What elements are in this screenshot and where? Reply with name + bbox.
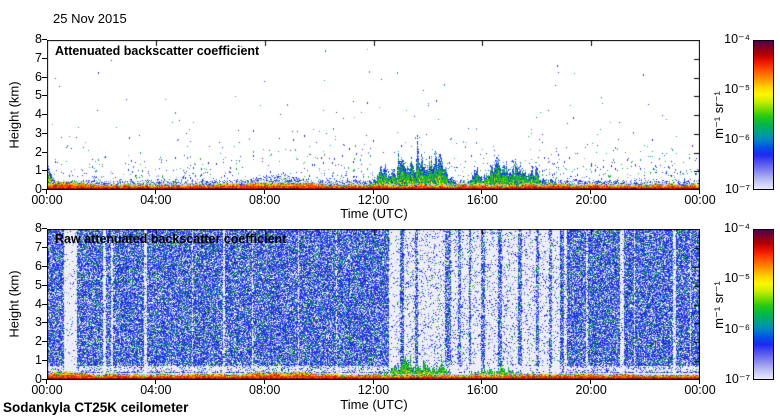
y-tick-label: 0 <box>35 372 42 386</box>
x-tick <box>373 380 374 384</box>
y-tick <box>42 189 47 190</box>
colorbar-units-label: m⁻¹ sr⁻¹ <box>711 280 726 329</box>
x-tick-label: 00:00 <box>31 193 63 207</box>
y-tick-label: 1 <box>35 163 42 178</box>
x-tick <box>590 380 591 384</box>
colorbar-tick-label: 10⁻⁶ <box>724 132 750 146</box>
y-tick-label: 7 <box>35 239 42 254</box>
y-tick <box>42 39 47 40</box>
y-tick <box>42 58 47 59</box>
colorbar-tick-label: 10⁻⁷ <box>724 372 750 386</box>
x-tick-label: 08:00 <box>249 193 281 207</box>
x-tick <box>481 190 482 194</box>
x-tick-label: 08:00 <box>249 383 281 397</box>
y-tick-label: 2 <box>35 334 42 349</box>
x-tick-label: 20:00 <box>575 193 607 207</box>
x-tick <box>264 380 265 384</box>
y-tick <box>42 170 47 171</box>
y-tick-label: 8 <box>35 32 42 46</box>
colorbar-tick-label: 10⁻⁵ <box>724 271 750 286</box>
colorbar-tick-label: 10⁻⁷ <box>724 182 750 196</box>
y-tick-label: 4 <box>35 296 42 311</box>
y-tick <box>42 152 47 153</box>
raw-attenuated-backscatter-heatmap <box>47 229 700 380</box>
colorbar <box>753 229 774 380</box>
x-tick-label: 12:00 <box>357 193 390 207</box>
x-tick <box>46 190 47 194</box>
y-tick-label: 7 <box>35 50 42 65</box>
colorbar-tick-label: 10⁻⁴ <box>724 221 750 235</box>
x-tick <box>373 190 374 194</box>
y-tick-label: 8 <box>35 221 42 235</box>
x-tick <box>481 380 482 384</box>
y-tick <box>42 228 47 229</box>
y-tick-label: 5 <box>35 88 42 103</box>
y-tick <box>42 322 47 323</box>
x-tick-label: 16:00 <box>466 193 498 207</box>
x-tick <box>699 380 700 384</box>
x-axis-label-bottom: Time (UTC) <box>340 397 408 412</box>
y-tick-label: 2 <box>35 144 42 159</box>
y-tick-label: 5 <box>35 277 42 292</box>
x-tick-label: 04:00 <box>140 383 172 397</box>
x-tick <box>46 380 47 384</box>
y-tick <box>42 304 47 305</box>
panel-title-raw: Raw attenuated backscatter coefficient <box>55 232 287 246</box>
y-tick-label: 6 <box>35 258 42 273</box>
colorbar-units-label: m⁻¹ sr⁻¹ <box>711 91 726 139</box>
y-tick-label: 1 <box>35 353 42 368</box>
x-tick <box>155 190 156 194</box>
x-tick-label: 20:00 <box>575 383 607 397</box>
y-tick <box>42 379 47 380</box>
y-tick <box>42 341 47 342</box>
y-tick-label: 3 <box>35 315 42 330</box>
x-tick <box>155 380 156 384</box>
x-tick <box>264 190 265 194</box>
y-tick-label: 4 <box>35 107 42 121</box>
y-tick <box>42 285 47 286</box>
colorbar-tick-label: 10⁻⁶ <box>724 321 750 336</box>
attenuated-backscatter-heatmap <box>47 40 700 190</box>
y-tick <box>42 95 47 96</box>
x-tick <box>590 190 591 194</box>
x-tick-label: 12:00 <box>357 383 390 397</box>
x-tick-label: 00:00 <box>684 193 716 207</box>
x-tick-label: 00:00 <box>31 383 63 397</box>
x-tick-label: 04:00 <box>140 193 172 207</box>
instrument-label: Sodankyla CT25K ceilometer <box>3 400 189 415</box>
y-tick <box>42 114 47 115</box>
y-tick <box>42 77 47 78</box>
y-tick-label: 3 <box>35 125 42 140</box>
date-title: 25 Nov 2015 <box>53 11 127 26</box>
y-tick-label: 6 <box>35 69 42 84</box>
panel-title-attenuated: Attenuated backscatter coefficient <box>55 44 260 58</box>
y-tick <box>42 133 47 134</box>
x-axis-label-top: Time (UTC) <box>340 206 408 221</box>
y-tick-label: 0 <box>35 182 42 196</box>
colorbar-tick-label: 10⁻⁵ <box>724 82 750 96</box>
colorbar <box>753 40 774 190</box>
y-tick <box>42 247 47 248</box>
y-tick <box>42 266 47 267</box>
x-tick-label: 00:00 <box>684 383 716 397</box>
x-tick-label: 16:00 <box>466 383 498 397</box>
colorbar-tick-label: 10⁻⁴ <box>724 32 750 46</box>
x-tick <box>699 190 700 194</box>
y-tick <box>42 360 47 361</box>
